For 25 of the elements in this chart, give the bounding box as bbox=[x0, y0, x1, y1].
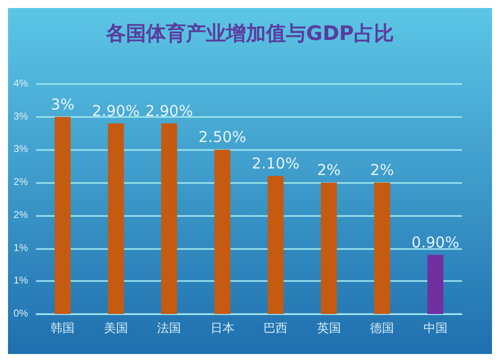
y-tick-label: 3% bbox=[14, 144, 28, 156]
y-tick-label: 2% bbox=[14, 177, 28, 188]
y-tick-label: 2% bbox=[14, 210, 28, 221]
y-tick-label: 4% bbox=[14, 78, 28, 90]
y-tick-label: 1% bbox=[14, 276, 28, 287]
data-label: 2% bbox=[316, 161, 341, 180]
x-tick-label: 法国 bbox=[157, 321, 182, 335]
x-tick-label: 美国 bbox=[104, 321, 128, 335]
data-label: 2.90% bbox=[92, 102, 140, 120]
data-label: 0.90% bbox=[412, 233, 460, 252]
data-label: 3% bbox=[50, 95, 75, 114]
x-tick-label: 中国 bbox=[423, 321, 448, 335]
data-label: 2.90% bbox=[145, 102, 193, 120]
y-tick-label: 1% bbox=[14, 242, 28, 254]
chart-title: 各国体育产业增加值与GDP占比 bbox=[105, 21, 394, 45]
data-label: 2% bbox=[370, 161, 394, 180]
x-tick-label: 韩国 bbox=[50, 321, 75, 335]
y-tick-label: 0% bbox=[14, 308, 28, 320]
x-tick-label: 巴西 bbox=[264, 321, 288, 335]
x-tick-label: 英国 bbox=[316, 321, 341, 335]
data-label: 2.10% bbox=[252, 154, 300, 172]
x-tick-label: 德国 bbox=[370, 321, 394, 335]
y-tick-label: 3% bbox=[14, 111, 28, 122]
data-label: 2.50% bbox=[198, 128, 246, 146]
x-tick-label: 日本 bbox=[210, 321, 234, 335]
